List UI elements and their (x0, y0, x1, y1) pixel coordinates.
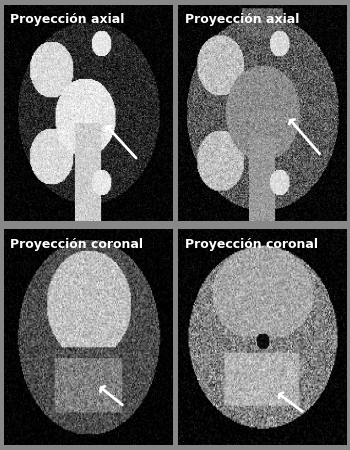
Text: Proyección axial: Proyección axial (185, 13, 300, 26)
Text: Proyección coronal: Proyección coronal (10, 238, 143, 251)
Text: Proyección axial: Proyección axial (10, 13, 125, 26)
Text: Proyección coronal: Proyección coronal (185, 238, 318, 251)
